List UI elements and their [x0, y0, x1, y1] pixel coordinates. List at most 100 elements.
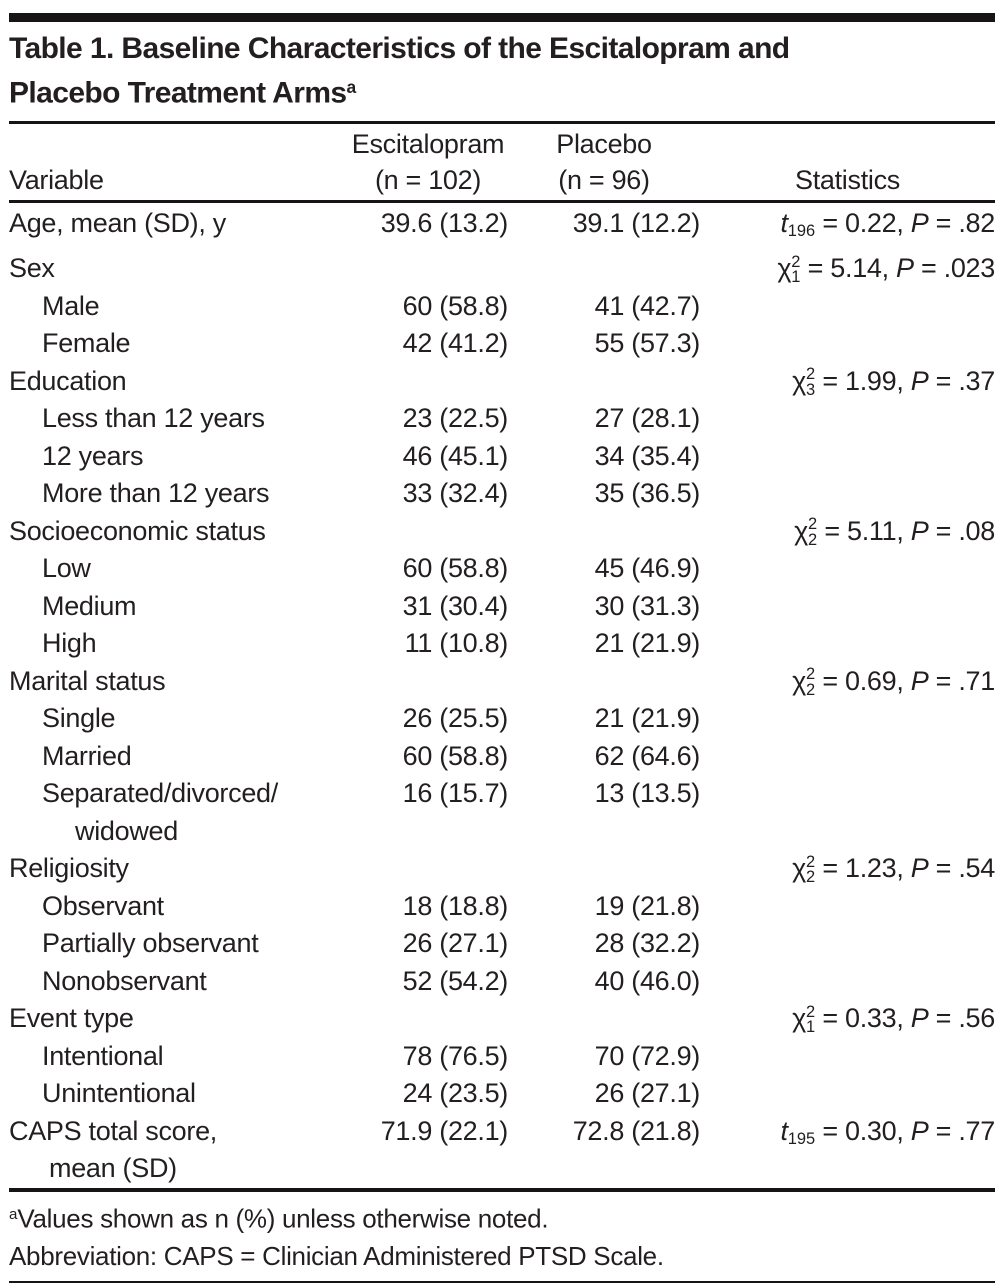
table-row: Unintentional 24 (23.5) 26 (27.1): [9, 1075, 995, 1113]
escitalopram-value: 71.9 (22.1): [380, 1115, 509, 1146]
placebo-value: 30 (31.3): [594, 590, 701, 621]
table-row: Religiosity χ 2 2 = 1.23, P = .54: [9, 850, 995, 888]
p-symbol: P: [910, 853, 929, 884]
table-row: Married 60 (58.8) 62 (64.6): [9, 738, 995, 776]
header-divider-rule: [9, 199, 995, 203]
escitalopram-value: 60 (58.8): [402, 740, 509, 771]
header-variable: Variable: [9, 164, 104, 195]
table-row: Education χ 2 3 = 1.99, P = .37: [9, 363, 995, 401]
placebo-value: 35 (36.5): [594, 478, 701, 509]
t-statistic-symbol: t: [780, 1115, 788, 1146]
escitalopram-value: 26 (27.1): [402, 928, 509, 959]
escitalopram-value: 52 (54.2): [402, 965, 509, 996]
chi-square-symbol: χ: [792, 1003, 806, 1034]
variable-cell: More than 12 years: [9, 475, 348, 513]
variable-cell: Single: [9, 700, 348, 738]
placebo-value: 21 (21.9): [594, 703, 701, 734]
chi-square-symbol: χ: [792, 665, 806, 696]
placebo-value: 40 (46.0): [594, 965, 701, 996]
variable-label: Sex: [9, 253, 55, 284]
table-body: Age, mean (SD), y 39.6 (13.2) 39.1 (12.2) t…: [9, 203, 995, 1188]
placebo-value: 19 (21.8): [594, 890, 701, 921]
header-spacer: [9, 126, 348, 162]
escitalopram-value: 16 (15.7): [402, 778, 509, 809]
variable-label: Separated/divorced/: [42, 778, 278, 809]
variable-label: Socioeconomic status: [9, 515, 266, 546]
variable-label: Intentional: [42, 1040, 164, 1071]
variable-cell: Female: [9, 325, 348, 363]
escitalopram-value: 78 (76.5): [402, 1040, 509, 1071]
table-row: High 11 (10.8) 21 (21.9): [9, 625, 995, 663]
header-row-2: Variable (n = 102) (n = 96) Statistics: [9, 162, 995, 198]
table-footnotes: aValues shown as n (%) unless otherwise …: [9, 1192, 995, 1275]
variable-cell: Medium: [9, 588, 348, 626]
escitalopram-value: 42 (41.2): [402, 328, 509, 359]
title-divider-rule: [9, 120, 995, 124]
variable-cell: Intentional: [9, 1038, 348, 1076]
placebo-value: 13 (13.5): [594, 778, 701, 809]
variable-cell: CAPS total score, mean (SD): [9, 1113, 348, 1188]
variable-label-wrap: widowed: [75, 815, 178, 846]
table-title-line2: Placebo Treatment Arms: [9, 76, 347, 110]
escitalopram-value: 60 (58.8): [402, 553, 509, 584]
placebo-value: 70 (72.9): [594, 1040, 701, 1071]
table-row: Observant 18 (18.8) 19 (21.8): [9, 888, 995, 926]
table-row: Medium 31 (30.4) 30 (31.3): [9, 588, 995, 626]
placebo-value: 28 (32.2): [594, 928, 701, 959]
variable-cell: Religiosity: [9, 850, 348, 888]
header-placebo-line2: (n = 96): [558, 164, 650, 195]
table-row: Sex χ 2 1 = 5.14, P = .023: [9, 250, 995, 288]
df-subscript: 195: [787, 1129, 816, 1148]
p-symbol: P: [910, 365, 929, 396]
table-row: Partially observant 26 (27.1) 28 (32.2): [9, 925, 995, 963]
variable-label: Unintentional: [42, 1078, 196, 1109]
variable-label: Female: [42, 328, 131, 359]
variable-label: Less than 12 years: [42, 403, 265, 434]
placebo-value: 27 (28.1): [594, 403, 701, 434]
variable-label: Religiosity: [9, 853, 129, 884]
variable-cell: Observant: [9, 888, 348, 926]
variable-label-wrap: mean (SD): [49, 1153, 177, 1184]
variable-cell: Age, mean (SD), y: [9, 205, 348, 243]
table-row: Male 60 (58.8) 41 (42.7): [9, 288, 995, 326]
statistic-value: t195 = 0.30, P = .77: [780, 1115, 995, 1148]
escitalopram-value: 46 (45.1): [402, 440, 509, 471]
variable-cell: Separated/divorced/widowed: [9, 775, 348, 850]
escitalopram-value: 26 (25.5): [402, 703, 509, 734]
table-row: More than 12 years 33 (32.4) 35 (36.5): [9, 475, 995, 513]
bottom-rule: [9, 1280, 995, 1283]
variable-cell: Unintentional: [9, 1075, 348, 1113]
footnote-marker: a: [9, 1205, 18, 1223]
footnote-abbreviation: Abbreviation: CAPS = Clinician Administe…: [9, 1240, 664, 1271]
escitalopram-value: 39.6 (13.2): [380, 207, 509, 238]
footnote-divider-rule: [9, 1187, 995, 1192]
variable-cell: Married: [9, 738, 348, 776]
header-escitalopram-line1: Escitalopram: [351, 128, 505, 159]
variable-cell: Socioeconomic status: [9, 513, 348, 551]
header-spacer: [700, 126, 995, 162]
table-title-line1: Table 1. Baseline Characteristics of the…: [9, 32, 790, 65]
variable-label: Age, mean (SD), y: [9, 207, 226, 238]
df-subscript: 196: [787, 221, 816, 240]
escitalopram-value: 18 (18.8): [402, 890, 509, 921]
variable-label: Observant: [42, 890, 164, 921]
table-row: Nonobservant 52 (54.2) 40 (46.0): [9, 963, 995, 1001]
variable-label: More than 12 years: [42, 478, 270, 509]
escitalopram-value: 60 (58.8): [402, 290, 509, 321]
header-placebo-line1: Placebo: [556, 128, 652, 159]
footnote-values: aValues shown as n (%) unless otherwise …: [9, 1202, 549, 1233]
variable-label: Male: [42, 290, 100, 321]
p-symbol: P: [910, 1115, 929, 1146]
placebo-value: 45 (46.9): [594, 553, 701, 584]
variable-label: 12 years: [42, 440, 144, 471]
table-header: Escitalopram Placebo Variable (n = 102) …: [9, 124, 995, 200]
variable-cell: Low: [9, 550, 348, 588]
table-row: Socioeconomic status χ 2 2 = 5.11, P = .08: [9, 513, 995, 551]
